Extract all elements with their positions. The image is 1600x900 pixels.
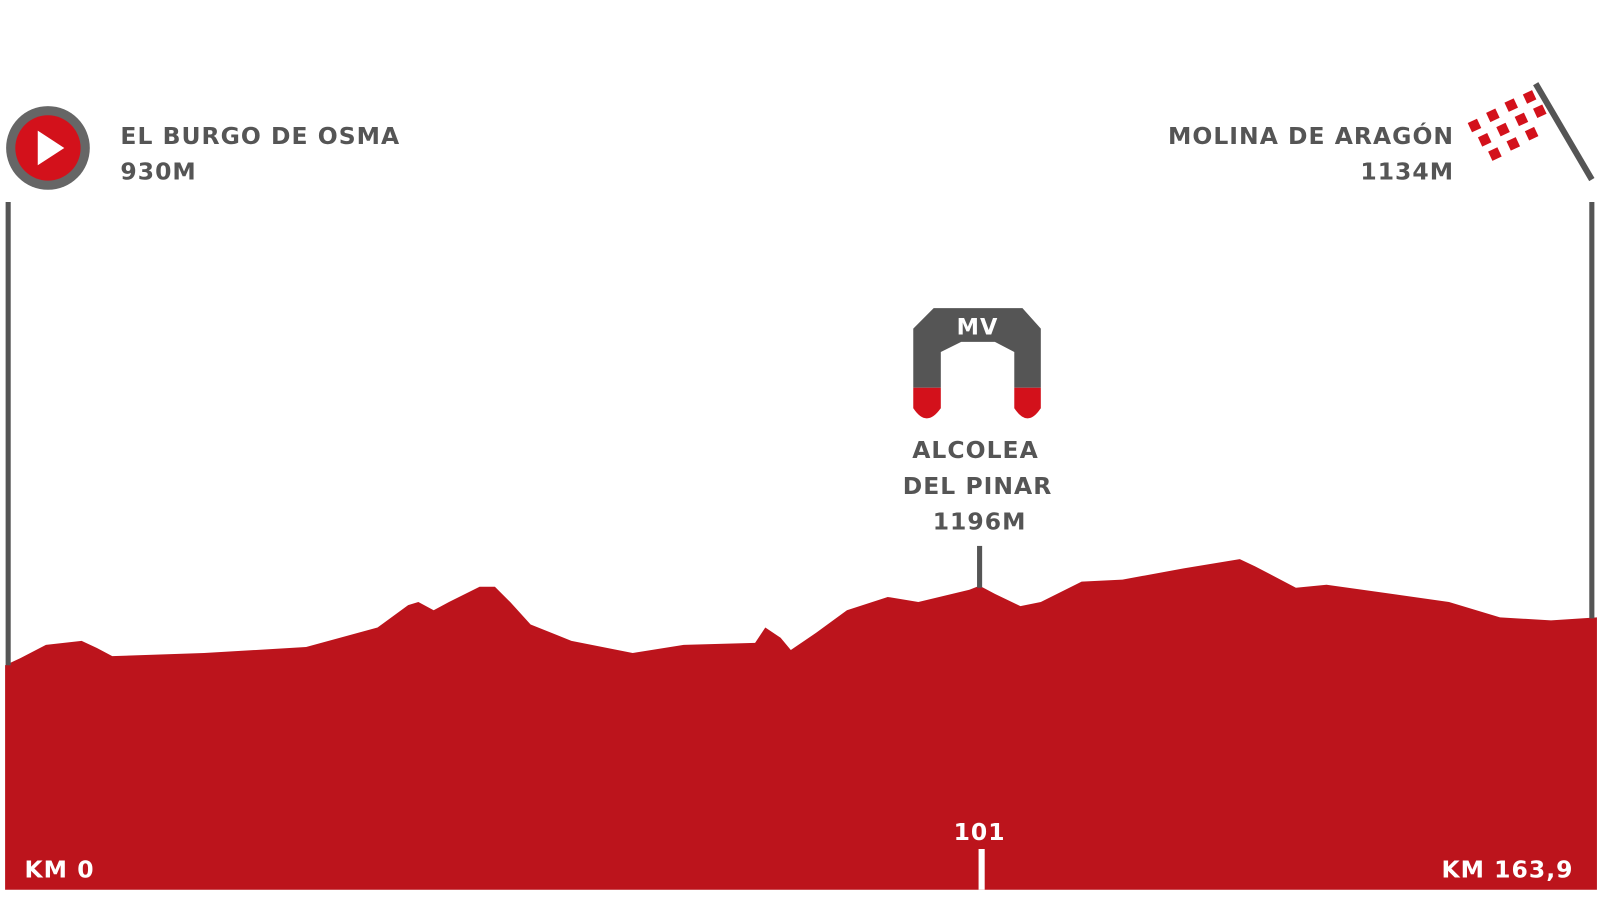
sprint-badge: MV: [957, 315, 999, 341]
finish-altitude: 1134M: [1360, 158, 1454, 186]
sprint-name-2: DEL PINAR: [903, 472, 1053, 500]
sprint-altitude: 1196M: [933, 508, 1027, 536]
start-name: EL BURGO DE OSMA: [120, 122, 400, 150]
elevation-profile: [5, 559, 1597, 890]
finish-name: MOLINA DE ARAGÓN: [1168, 122, 1454, 150]
finish-km: KM 163,9: [1441, 856, 1573, 884]
sprint-icon: [913, 308, 1041, 419]
sprint-name-1: ALCOLEA: [912, 436, 1039, 464]
start-icon: [6, 106, 90, 190]
start-km: KM 0: [24, 856, 94, 884]
sprint-km: 101: [954, 818, 1006, 846]
start-altitude: 930M: [120, 158, 196, 186]
finish-flag: [1467, 82, 1595, 182]
